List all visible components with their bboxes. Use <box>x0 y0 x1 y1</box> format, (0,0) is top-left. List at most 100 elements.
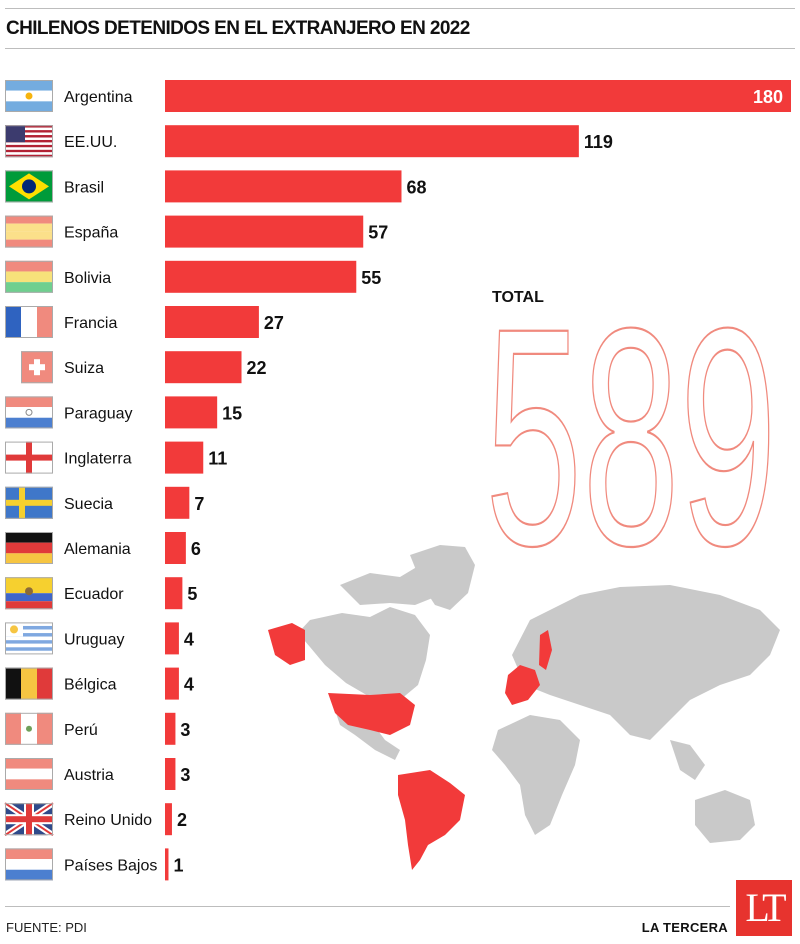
chart-row: Perú 3 <box>5 712 190 745</box>
chart-row: Reino Unido 2 <box>3 800 187 838</box>
data-label: 1 <box>173 855 183 875</box>
data-label: 7 <box>194 494 204 514</box>
total-label: TOTAL <box>492 289 544 306</box>
category-label: Bélgica <box>64 677 117 694</box>
bar <box>165 577 183 610</box>
data-label: 57 <box>368 223 388 243</box>
category-label: Suiza <box>64 360 104 377</box>
data-label: 11 <box>208 449 227 469</box>
category-label: Argentina <box>64 89 133 106</box>
category-label: Perú <box>64 722 98 739</box>
bar <box>165 170 402 203</box>
flag-peru-icon <box>5 712 53 745</box>
data-label: 4 <box>184 675 194 695</box>
chart-row: Austria 3 <box>5 758 190 790</box>
category-label: España <box>64 225 118 242</box>
category-label: Brasil <box>64 179 104 196</box>
data-label: 119 <box>584 132 613 152</box>
chart-row: Uruguay 4 <box>5 622 194 655</box>
category-label: Bolivia <box>64 270 111 287</box>
flag-ecuador-icon <box>5 577 53 610</box>
total-value: 589 <box>485 312 778 552</box>
data-label: 3 <box>180 720 190 740</box>
bar <box>165 712 176 745</box>
bar <box>165 667 179 700</box>
data-label: 55 <box>361 268 381 288</box>
flag-france-icon <box>5 306 53 338</box>
map-land-southeast-asia <box>670 740 705 780</box>
category-label: Suecia <box>64 496 113 513</box>
map-highlight-usa <box>328 693 415 735</box>
data-label: 6 <box>191 539 201 559</box>
map-highlight-south-america <box>398 770 465 870</box>
chart-title: CHILENOS DETENIDOS EN EL EXTRANJERO EN 2… <box>6 18 470 39</box>
bar <box>165 260 357 293</box>
flag-uruguay-icon <box>5 622 53 655</box>
total-value-text: 589 <box>485 312 777 552</box>
flag-bolivia-icon <box>5 260 53 293</box>
flag-argentina-icon <box>5 80 53 112</box>
map-highlight-sweden <box>539 630 552 670</box>
chart-row: Suecia 7 <box>5 486 204 519</box>
flag-paraguay-icon <box>5 396 53 429</box>
map-land-africa <box>492 715 580 835</box>
category-label: Alemania <box>64 541 131 558</box>
bar <box>165 758 176 790</box>
category-label: Ecuador <box>64 586 124 603</box>
chart-row: España 57 <box>5 215 388 248</box>
bar <box>165 486 190 519</box>
flag-sweden-icon <box>5 486 53 519</box>
brand-name: LA TERCERA <box>641 920 728 935</box>
category-label: Paraguay <box>64 405 133 422</box>
category-label: Francia <box>64 315 117 332</box>
bar <box>165 441 204 474</box>
bar <box>165 80 791 112</box>
data-label: 22 <box>247 358 267 378</box>
category-label: Uruguay <box>64 631 124 648</box>
map-highlight-alaska <box>268 623 305 665</box>
chart-row: Inglaterra 11 <box>5 441 227 474</box>
chart-row: Argentina 180 <box>5 80 791 112</box>
flag-germany-icon <box>5 532 53 564</box>
data-label: 4 <box>184 629 194 649</box>
chart-row: Bolivia 55 <box>5 260 381 293</box>
brand-logo: LT <box>736 880 792 936</box>
flag-usa-icon <box>5 125 53 158</box>
chart-row: Francia 27 <box>5 306 284 338</box>
data-label: 15 <box>222 403 242 423</box>
flag-austria-icon <box>5 758 53 790</box>
category-label: Reino Unido <box>64 812 152 829</box>
category-label: Inglaterra <box>64 451 132 468</box>
top-rule <box>5 8 795 9</box>
bar <box>165 125 579 158</box>
chart-row: Suiza 22 <box>21 351 267 384</box>
map-land-eurasia <box>512 585 780 740</box>
chart-row: Países Bajos 1 <box>5 848 183 881</box>
bar <box>165 351 242 384</box>
chart-row: Ecuador 5 <box>5 577 197 610</box>
map-land-greenland <box>410 545 475 610</box>
data-label: 3 <box>180 765 190 785</box>
title-rule <box>5 48 795 49</box>
footer-rule <box>5 906 730 907</box>
data-label: 2 <box>177 810 187 830</box>
flag-switzerland-icon <box>21 351 53 384</box>
map-land-australia <box>695 790 755 843</box>
flag-belgium-icon <box>5 667 53 700</box>
bar <box>165 215 364 248</box>
bar <box>165 306 259 338</box>
bar <box>165 532 186 564</box>
chart-row: Brasil 68 <box>5 170 427 203</box>
source-note: FUENTE: PDI <box>6 920 87 935</box>
map-highlight-europe <box>505 665 540 705</box>
data-label: 27 <box>264 313 284 333</box>
data-label: 5 <box>187 584 197 604</box>
flag-england-icon <box>5 441 53 474</box>
category-label: Países Bajos <box>64 857 157 874</box>
data-label: 180 <box>753 87 783 107</box>
bar <box>165 396 218 429</box>
flag-spain-icon <box>5 215 53 248</box>
map-land-north-america <box>298 607 430 700</box>
chart-row: Bélgica 4 <box>5 667 194 700</box>
